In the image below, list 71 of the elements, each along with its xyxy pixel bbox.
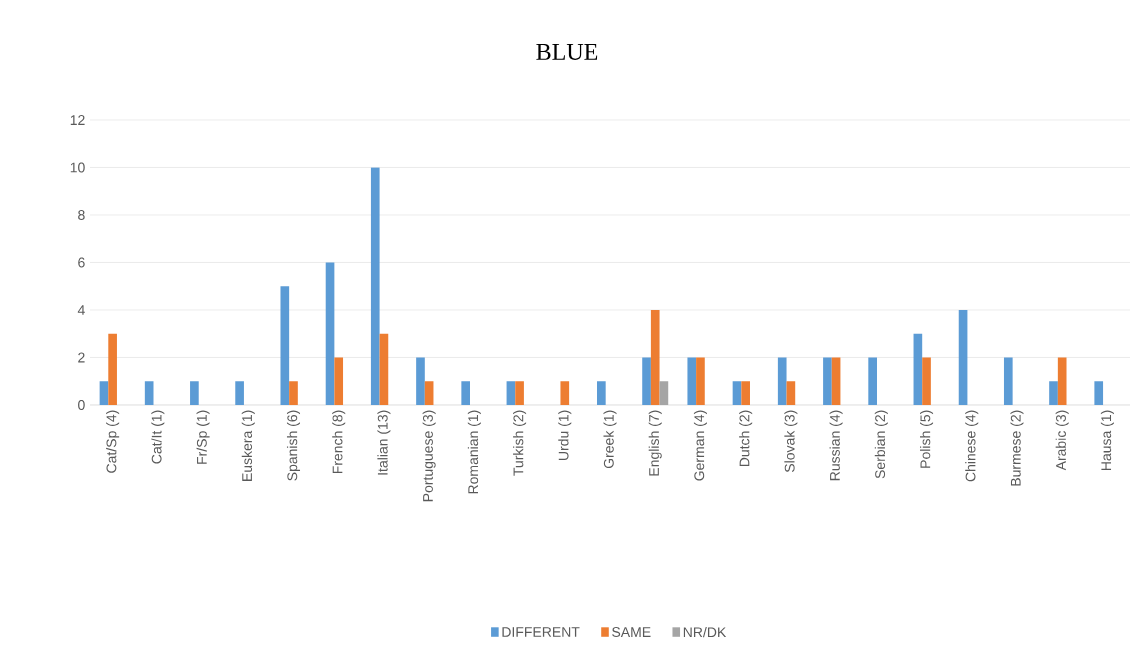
x-tick-label: Slovak (3) [784,410,798,473]
bar [108,333,117,405]
y-tick-label: 10 [70,162,85,173]
legend-label: NR/DK [683,626,727,638]
x-tick-label: English (7) [648,410,662,476]
x-tick-label: Hausa (1) [1100,410,1114,471]
bar [696,357,705,405]
bar [741,381,750,405]
bar [687,357,697,405]
bar [99,381,109,405]
bar [1003,357,1013,405]
bar [732,381,742,405]
bar [280,286,290,405]
bar [1049,381,1058,405]
bar [1057,357,1067,405]
x-tick-label: Euskera (1) [241,410,255,481]
bar [823,357,832,405]
y-tick-label: 6 [78,257,85,268]
x-tick-label: Fr/Sp (1) [196,410,210,464]
x-tick-label: Greek (1) [603,410,617,469]
x-tick-label: Spanish (6) [286,410,301,481]
x-tick-label: Cat/Sp (4) [106,410,120,473]
bar [958,309,968,405]
x-tick-label: Turkish (2) [513,410,527,476]
bar [922,357,931,405]
x-tick-label: Dutch (2) [739,410,753,467]
y-tick-label: 0 [78,400,85,410]
bar [515,381,524,405]
bar [416,357,425,405]
x-tick-label: Cat/It (1) [151,410,165,464]
legend-label: SAME [612,627,651,638]
x-tick-label: Russian (4) [829,410,843,481]
x-tick-label: Burmese (2) [1010,410,1024,486]
bar [424,381,434,405]
bar [597,381,606,405]
bar [506,381,516,405]
x-tick-label: Serbian (2) [874,410,888,479]
bar [144,381,154,405]
bar [777,357,787,405]
y-tick-label: 2 [78,352,85,363]
bar [786,381,796,405]
bar [560,381,570,405]
chart-title: BLUE [536,44,598,60]
bar [461,381,471,405]
x-tick-label: French (8) [332,410,346,474]
bar [642,357,651,405]
x-tick-label: Urdu (1) [558,410,572,460]
y-tick-label: 4 [77,305,85,315]
x-tick-label: Portuguese (3) [422,410,436,502]
x-tick-label: Chinese (4) [965,410,979,482]
y-tick-label: 12 [70,115,85,125]
x-tick-label: Polish (5) [920,410,934,468]
legend-label: DIFFERENT [502,627,580,637]
x-tick-label: Romanian (1) [467,410,481,494]
bar [190,381,199,405]
bar [289,381,298,405]
x-tick-label: Arabic (3) [1055,410,1069,471]
bar [913,333,923,405]
bar [325,262,335,405]
bar [659,381,669,405]
y-tick-label: 8 [78,210,85,220]
bar [868,357,877,405]
bar [235,381,244,405]
bar [370,167,380,405]
bar [650,309,660,405]
x-tick-label: German (4) [693,410,707,481]
bar [379,333,389,405]
bar [334,357,344,405]
x-tick-label: Italian (13) [377,410,391,475]
bar [831,357,841,405]
bar [1094,381,1104,405]
